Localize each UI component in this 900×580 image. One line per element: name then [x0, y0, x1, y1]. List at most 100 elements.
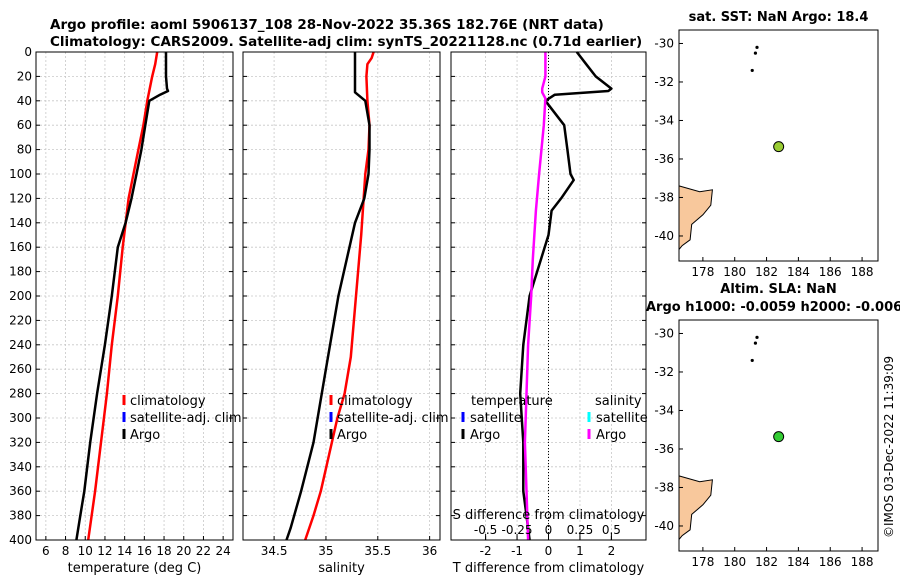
y-tick-label: 140	[9, 216, 32, 230]
x-axis-label: T difference from climatology	[452, 561, 645, 576]
lat-tick-label: -32	[654, 365, 674, 379]
y-tick-label: 40	[17, 94, 32, 108]
y-tick-label: 320	[9, 435, 32, 449]
y-tick-label: 160	[9, 240, 32, 254]
figure-title-line1: Argo profile: aoml 5906137_108 28-Nov-20…	[50, 17, 604, 33]
x-tick-label: 22	[196, 544, 211, 558]
lat-tick-label: -34	[654, 113, 674, 127]
map-subtitle: Argo h1000: -0.0059 h2000: -0.006	[646, 300, 900, 315]
land-new-zealand	[678, 475, 713, 541]
map-frame	[678, 29, 879, 262]
legend-label-satellite-adj-clim: satellite-adj. clim	[337, 411, 449, 426]
panel-temperature: 0 20 40 60 80 100 120 140 160 180 200 220 240 260 280 3…	[9, 45, 242, 576]
x-tick-label: -2	[480, 544, 492, 558]
lat-tick-label: -40	[654, 229, 674, 243]
y-tick-label: 80	[17, 143, 32, 157]
panel-differences: -2 -1 0 1 2 T difference from climatology S di…	[450, 51, 648, 576]
y-tick-label: 180	[9, 265, 32, 279]
secondary-tick-label: 0.5	[602, 523, 621, 537]
lat-tick-label: -36	[654, 152, 674, 166]
y-tick-label: 220	[9, 313, 32, 327]
map-panels: -30 -32 -34 -36 -38 -40 178 180 182 184 186 188 sat.…	[646, 10, 900, 569]
series-line-t-difference-argo	[518, 51, 613, 541]
y-tick-label: 400	[9, 533, 32, 547]
imos-timestamp-label: ©IMOS 03-Dec-2022 11:39:09	[882, 356, 896, 538]
legend-label-argo: Argo	[130, 428, 160, 443]
lat-tick-label: -30	[654, 36, 674, 50]
secondary-tick-label: -0.5	[474, 523, 497, 537]
legend-label-temperature-argo: Argo	[470, 428, 500, 443]
x-tick-label: 35	[318, 544, 333, 558]
x-tick-label: 36	[422, 544, 437, 558]
legend-label-argo: Argo	[337, 428, 367, 443]
lat-tick-label: -32	[654, 75, 674, 89]
argo-position-marker	[773, 431, 785, 443]
lat-tick-label: -34	[654, 403, 674, 417]
land-new-zealand	[678, 185, 713, 251]
lon-tick-label: 186	[819, 555, 842, 569]
y-tick-label: 240	[9, 338, 32, 352]
x-axis-label: salinity	[318, 561, 365, 576]
y-tick-label: 360	[9, 484, 32, 498]
lon-tick-label: 178	[691, 265, 714, 279]
x-tick-label: 34.5	[261, 544, 288, 558]
x-tick-label: 24	[216, 544, 231, 558]
lon-tick-label: 182	[755, 555, 778, 569]
lat-tick-label: -36	[654, 442, 674, 456]
y-tick-label: 280	[9, 387, 32, 401]
x-tick-label: 14	[117, 544, 132, 558]
secondary-tick-label: 0	[545, 523, 553, 537]
x-tick-label: -1	[511, 544, 523, 558]
x-tick-label: 20	[176, 544, 191, 558]
y-tick-label: 20	[17, 69, 32, 83]
x-tick-label: 0	[545, 544, 553, 558]
series-line-climatology	[86, 51, 159, 541]
lon-tick-label: 184	[787, 265, 810, 279]
lat-tick-label: -30	[654, 326, 674, 340]
island-marker	[755, 45, 759, 49]
secondary-tick-label: -0.25	[502, 523, 533, 537]
lon-tick-label: 186	[819, 265, 842, 279]
y-tick-label: 200	[9, 289, 32, 303]
x-tick-label: 18	[156, 544, 171, 558]
island-marker	[755, 335, 759, 339]
argo-position-marker	[773, 141, 785, 153]
lat-tick-label: -38	[654, 480, 674, 494]
lat-tick-label: -40	[654, 519, 674, 533]
lon-tick-label: 184	[787, 555, 810, 569]
legend-title-temperature: temperature	[471, 394, 553, 409]
x-tick-label: 35.5	[364, 544, 391, 558]
legend-label-satellite-adj-clim: satellite-adj. clim	[130, 411, 242, 426]
island-marker	[753, 341, 758, 345]
y-tick-label: 120	[9, 191, 32, 205]
secondary-tick-label: 0.25	[567, 523, 594, 537]
x-tick-label: 10	[78, 544, 93, 558]
map-title: Altim. SLA: NaN	[720, 282, 836, 297]
map_sst: -30 -32 -34 -36 -38 -40 178 180 182 184 186 188 sat.…	[654, 10, 879, 279]
legend-label-climatology: climatology	[337, 394, 413, 409]
y-tick-label: 260	[9, 362, 32, 376]
x-tick-label: 16	[137, 544, 152, 558]
figure-title-line2: Climatology: CARS2009. Satellite-adj cli…	[50, 34, 642, 50]
map_sla: -30 -32 -34 -36 -38 -40 178 180 182 184 186 188 Alti…	[646, 282, 900, 569]
series-line-s-difference-argo	[523, 52, 547, 541]
lon-tick-label: 188	[851, 265, 874, 279]
y-tick-label: 0	[24, 45, 32, 59]
y-tick-label: 60	[17, 118, 32, 132]
x-tick-label: 1	[576, 544, 584, 558]
legend-label-salinity-argo: Argo	[596, 428, 626, 443]
series-line-argo	[285, 52, 371, 541]
legend-title-salinity: salinity	[595, 394, 642, 409]
lon-tick-label: 180	[723, 265, 746, 279]
x-tick-label: 8	[62, 544, 70, 558]
lon-tick-label: 178	[691, 555, 714, 569]
secondary-axis-label: S difference from climatology	[453, 508, 645, 523]
y-tick-label: 380	[9, 509, 32, 523]
x-tick-label: 2	[608, 544, 616, 558]
map-title: sat. SST: NaN Argo: 18.4	[689, 10, 869, 25]
x-tick-label: 12	[97, 544, 112, 558]
profile-panels: 0204060801001201401601802002202402602803…	[9, 45, 648, 576]
series-line-climatology	[304, 51, 375, 541]
map-frame	[678, 319, 879, 552]
